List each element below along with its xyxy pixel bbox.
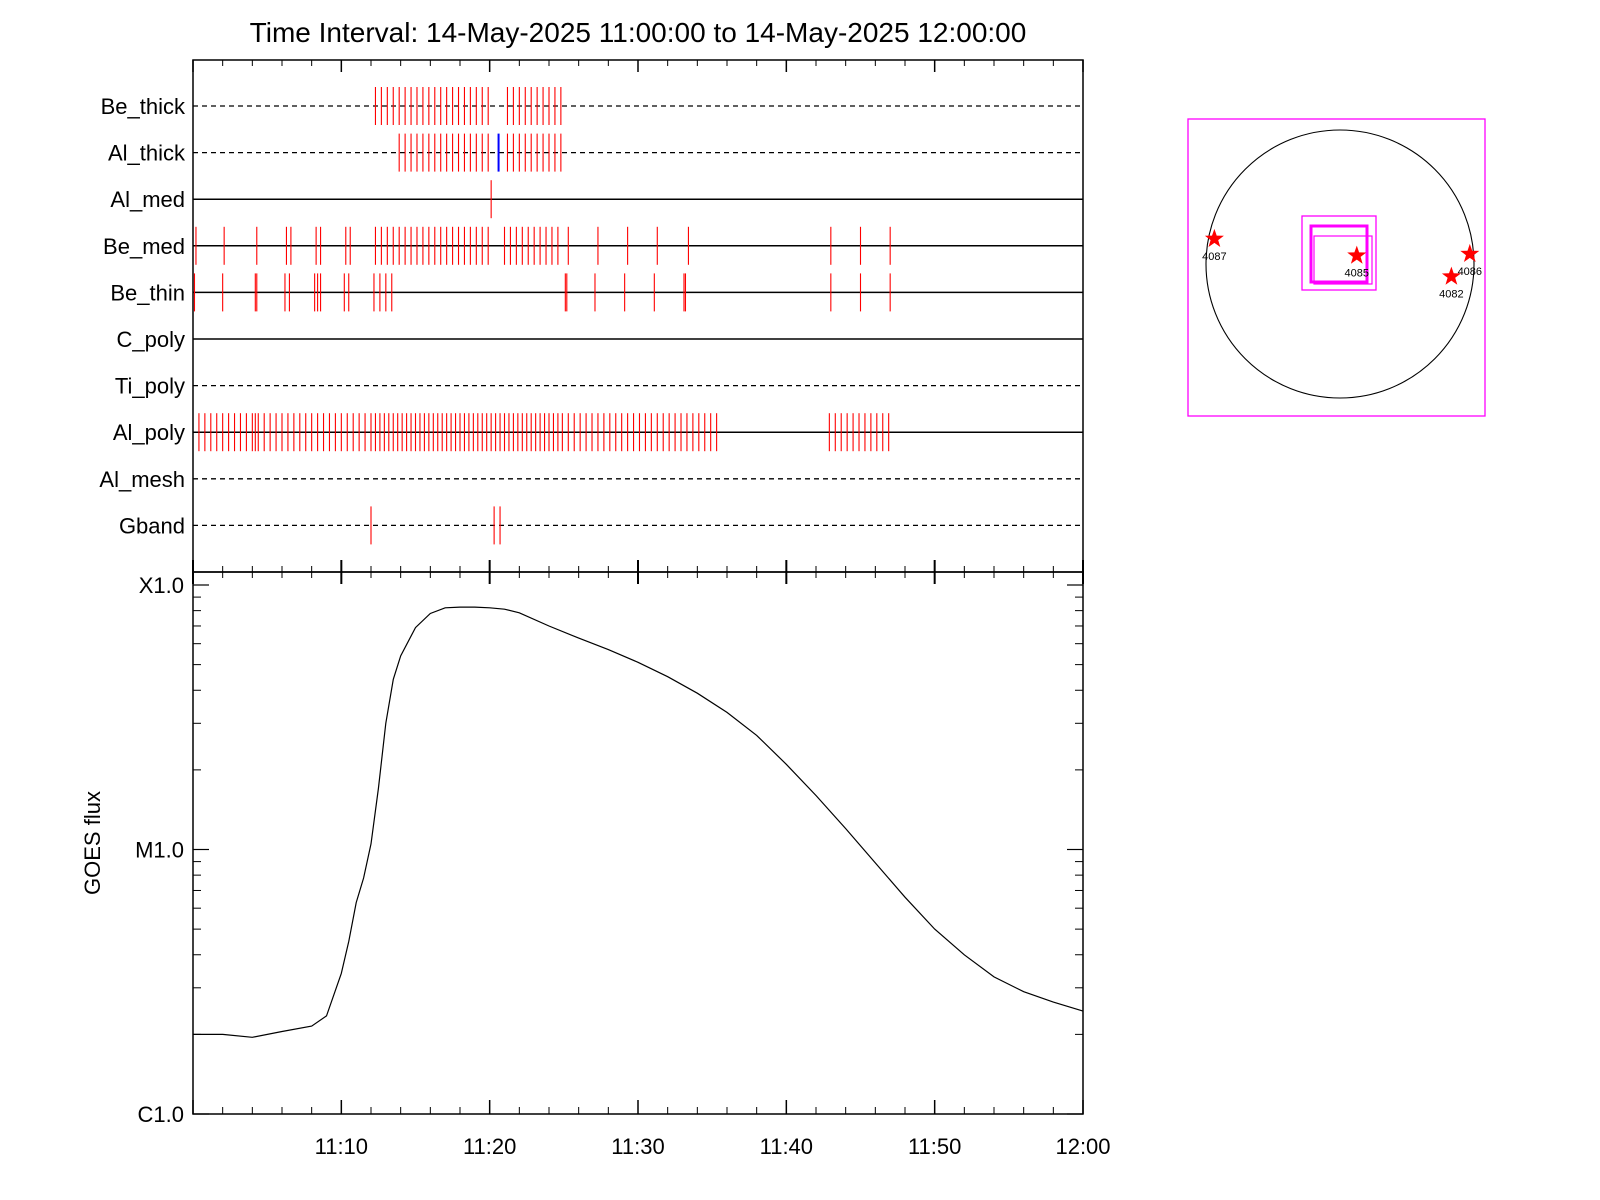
fov-box-outer xyxy=(1301,215,1377,291)
filter-row-al_thick: Al_thick xyxy=(108,133,1083,172)
active-region-4086: 4086 xyxy=(1458,243,1482,278)
y-tick-label: X1.0 xyxy=(139,573,184,598)
star-icon xyxy=(1204,228,1224,247)
region-label: 4087 xyxy=(1202,251,1226,263)
filter-row-gband: Gband xyxy=(119,506,1083,545)
x-tick-label: 11:20 xyxy=(463,1134,516,1159)
goes-frame xyxy=(192,571,1084,1115)
filter-row-be_thin: Be_thin xyxy=(110,273,1083,312)
y-tick-label: M1.0 xyxy=(135,838,184,863)
filter-label: Al_mesh xyxy=(99,467,185,492)
timeline-frame xyxy=(192,59,1084,573)
filter-label: Al_med xyxy=(110,187,185,212)
filter-label: Gband xyxy=(119,513,185,538)
active-region-4087: 4087 xyxy=(1202,228,1227,263)
fov-box xyxy=(1309,224,1369,284)
filter-row-al_med: Al_med xyxy=(110,180,1083,219)
region-label: 4082 xyxy=(1439,289,1463,301)
fov-box-inner xyxy=(1313,235,1373,285)
filter-label: Al_thick xyxy=(108,141,186,166)
filter-row-al_poly: Al_poly xyxy=(113,413,1083,452)
map-frame xyxy=(1187,118,1486,417)
solar-disk xyxy=(1205,129,1475,399)
star-icon xyxy=(1460,243,1480,262)
filter-label: Ti_poly xyxy=(115,374,185,399)
filter-label: C_poly xyxy=(117,327,185,352)
y-tick-label: C1.0 xyxy=(138,1102,184,1127)
filter-label: Be_med xyxy=(103,234,185,259)
goes-flux-line xyxy=(193,606,1084,1038)
filter-label: Be_thin xyxy=(110,280,185,305)
filter-row-be_med: Be_med xyxy=(103,226,1083,265)
solar-disk-map: 4087 4085 4086 4082 xyxy=(1187,118,1486,417)
active-region-4085: 4085 xyxy=(1345,245,1369,280)
x-tick-label: 11:50 xyxy=(908,1134,961,1159)
x-tick-label: 11:40 xyxy=(760,1134,813,1159)
timeline-panel: Be_thick Al_thick Al_med Be_med Be_thin C_pol… xyxy=(99,59,1084,584)
filter-label: Be_thick xyxy=(101,94,186,119)
filter-row-al_mesh: Al_mesh xyxy=(99,467,1083,492)
filter-row-be_thick: Be_thick xyxy=(101,87,1083,125)
y-axis-label: GOES flux xyxy=(80,791,105,895)
x-tick-label: 11:30 xyxy=(611,1134,664,1159)
star-icon xyxy=(1441,266,1461,285)
region-label: 4086 xyxy=(1458,266,1482,278)
star-icon xyxy=(1347,245,1367,264)
x-tick-label: 11:10 xyxy=(315,1134,368,1159)
active-region-4082: 4082 xyxy=(1439,266,1464,301)
region-label: 4085 xyxy=(1345,268,1369,280)
goes-panel: X1.0 M1.0 C1.0 11:10 11:20 11:30 11:40 11:50 12:… xyxy=(80,571,1111,1159)
filter-label: Al_poly xyxy=(113,420,185,445)
chart-title: Time Interval: 14-May-2025 11:00:00 to 1… xyxy=(250,17,1027,48)
filter-row-ti_poly: Ti_poly xyxy=(115,374,1083,399)
filter-row-c_poly: C_poly xyxy=(117,327,1083,352)
x-tick-label: 12:00 xyxy=(1055,1134,1110,1159)
